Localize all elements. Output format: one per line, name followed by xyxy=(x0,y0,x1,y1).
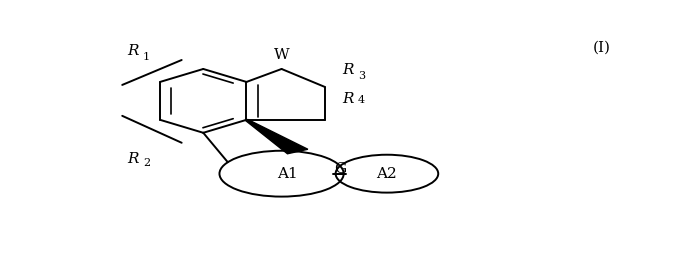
Text: G: G xyxy=(334,162,346,176)
Text: W: W xyxy=(274,48,289,62)
Text: (I): (I) xyxy=(593,41,611,55)
Text: R: R xyxy=(128,152,139,166)
Text: 1: 1 xyxy=(143,52,150,62)
Text: 4: 4 xyxy=(358,95,365,105)
Text: R: R xyxy=(128,44,139,58)
Text: 3: 3 xyxy=(358,71,365,81)
Text: R: R xyxy=(343,92,354,106)
Text: R: R xyxy=(343,63,354,77)
Text: A2: A2 xyxy=(376,167,397,181)
Text: 2: 2 xyxy=(143,158,150,168)
Text: A1: A1 xyxy=(277,167,298,181)
Polygon shape xyxy=(245,119,308,154)
